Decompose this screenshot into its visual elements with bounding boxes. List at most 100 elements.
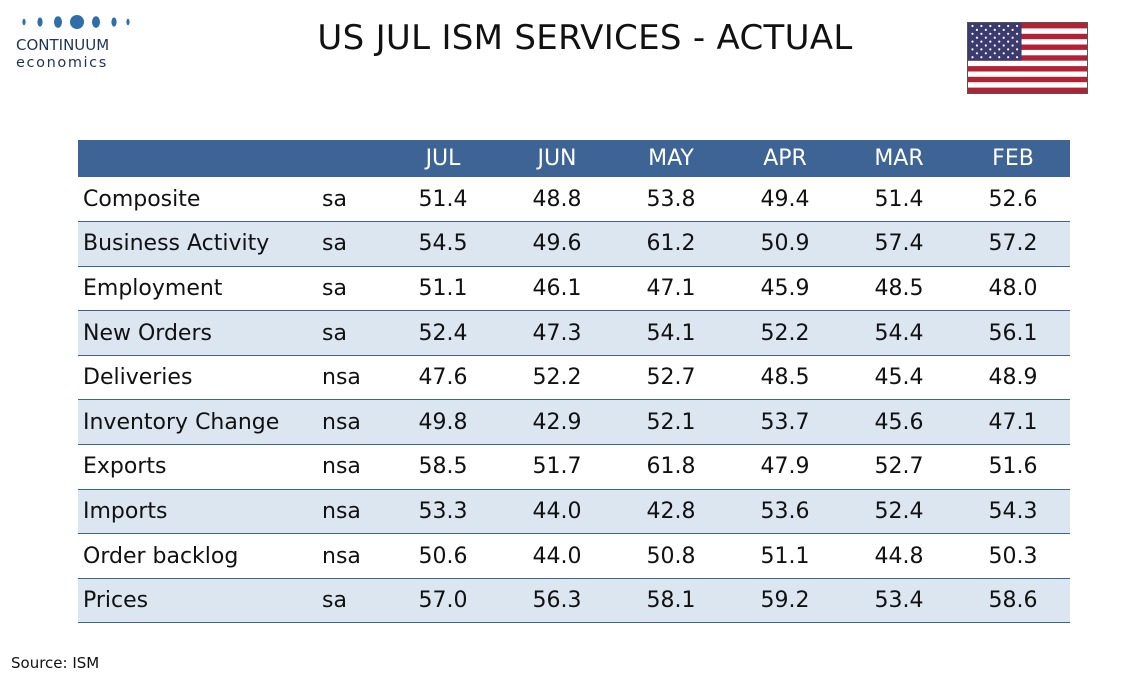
seasonal-adjustment: nsa (322, 498, 361, 524)
row-label: Exports (83, 454, 167, 480)
value-cell: 54.5 (418, 231, 468, 257)
header-cell-blank (316, 140, 386, 177)
value-cell: 61.8 (646, 454, 696, 480)
value-cell: 49.4 (760, 186, 810, 212)
value-cell: 50.8 (646, 543, 696, 569)
value-cell: 54.4 (874, 320, 924, 346)
header-cell-month: FEB (992, 146, 1034, 171)
seasonal-adjustment: sa (322, 588, 347, 614)
value-cell: 57.2 (988, 231, 1038, 257)
header-cell-blank (78, 140, 316, 177)
value-cell: 54.1 (646, 320, 696, 346)
value-cell: 42.9 (532, 409, 582, 435)
value-cell: 42.8 (646, 498, 696, 524)
value-cell: 49.8 (418, 409, 468, 435)
value-cell: 48.8 (532, 186, 582, 212)
value-cell: 47.1 (646, 275, 696, 301)
value-cell: 52.4 (874, 498, 924, 524)
value-cell: 56.3 (532, 588, 582, 614)
value-cell: 50.3 (988, 543, 1038, 569)
value-cell: 53.4 (874, 588, 924, 614)
value-cell: 53.8 (646, 186, 696, 212)
header-cell-month: MAR (874, 146, 924, 171)
value-cell: 45.6 (874, 409, 924, 435)
value-cell: 47.1 (988, 409, 1038, 435)
value-cell: 51.1 (760, 543, 810, 569)
value-cell: 44.0 (532, 498, 582, 524)
table-row: Order backlog nsa 50.6 44.0 50.8 51.1 44.8 50.3 (78, 534, 1070, 579)
value-cell: 58.5 (418, 454, 468, 480)
value-cell: 56.1 (988, 320, 1038, 346)
value-cell: 58.1 (646, 588, 696, 614)
row-label: New Orders (83, 320, 212, 346)
value-cell: 50.6 (418, 543, 468, 569)
seasonal-adjustment: sa (322, 275, 347, 301)
value-cell: 52.2 (532, 365, 582, 391)
value-cell: 48.5 (874, 275, 924, 301)
value-cell: 51.1 (418, 275, 468, 301)
value-cell: 51.6 (988, 454, 1038, 480)
value-cell: 57.0 (418, 588, 468, 614)
value-cell: 47.3 (532, 320, 582, 346)
value-cell: 53.7 (760, 409, 810, 435)
value-cell: 48.5 (760, 365, 810, 391)
value-cell: 52.2 (760, 320, 810, 346)
page-title: US JUL ISM SERVICES - ACTUAL (317, 18, 853, 58)
table-row: New Orders sa 52.4 47.3 54.1 52.2 54.4 56.1 (78, 310, 1070, 356)
row-label: Composite (83, 186, 201, 212)
table-row: Employment sa 51.1 46.1 47.1 45.9 48.5 48.0 (78, 266, 1070, 311)
value-cell: 61.2 (646, 231, 696, 257)
seasonal-adjustment: sa (322, 186, 347, 212)
brand-subtitle: economics (16, 55, 108, 71)
table-row: Imports nsa 53.3 44.0 42.8 53.6 52.4 54.3 (78, 489, 1070, 534)
value-cell: 48.9 (988, 365, 1038, 391)
seasonal-adjustment: nsa (322, 454, 361, 480)
value-cell: 57.4 (874, 231, 924, 257)
table-row: Exports nsa 58.5 51.7 61.8 47.9 52.7 51.6 (78, 445, 1070, 490)
value-cell: 52.7 (646, 365, 696, 391)
value-cell: 53.3 (418, 498, 468, 524)
value-cell: 44.8 (874, 543, 924, 569)
row-label: Employment (83, 275, 223, 301)
value-cell: 44.0 (532, 543, 582, 569)
value-cell: 58.6 (988, 588, 1038, 614)
brand-name: CONTINUUM (16, 36, 110, 54)
value-cell: 45.9 (760, 275, 810, 301)
brand-logo: CONTINUUM economics (14, 14, 144, 76)
us-flag-icon (967, 22, 1088, 94)
row-label: Inventory Change (83, 409, 280, 435)
seasonal-adjustment: nsa (322, 543, 361, 569)
row-label: Order backlog (83, 543, 239, 569)
value-cell: 49.6 (532, 231, 582, 257)
header-cell-month: MAY (648, 146, 694, 171)
seasonal-adjustment: nsa (322, 409, 361, 435)
value-cell: 51.4 (418, 186, 468, 212)
value-cell: 48.0 (988, 275, 1038, 301)
value-cell: 52.7 (874, 454, 924, 480)
seasonal-adjustment: sa (322, 320, 347, 346)
table-row: Business Activity sa 54.5 49.6 61.2 50.9 57.4 5… (78, 221, 1070, 267)
value-cell: 50.9 (760, 231, 810, 257)
row-label: Deliveries (83, 365, 193, 391)
table-row: Prices sa 57.0 56.3 58.1 59.2 53.4 58.6 (78, 578, 1070, 623)
value-cell: 59.2 (760, 588, 810, 614)
table-header-row: JUL JUN MAY APR MAR FEB (78, 140, 1070, 177)
row-label: Business Activity (83, 231, 270, 257)
value-cell: 52.1 (646, 409, 696, 435)
value-cell: 47.9 (760, 454, 810, 480)
logo-dots-icon (22, 15, 130, 29)
header-cell-month: JUL (425, 146, 461, 171)
header-cell-month: APR (763, 146, 807, 171)
ism-table: JUL JUN MAY APR MAR FEB Composite sa 51.4 48.8 53… (78, 140, 1070, 623)
seasonal-adjustment: nsa (322, 365, 361, 391)
value-cell: 46.1 (532, 275, 582, 301)
header-cell-month: JUN (537, 146, 577, 171)
value-cell: 45.4 (874, 365, 924, 391)
value-cell: 54.3 (988, 498, 1038, 524)
row-label: Prices (83, 588, 149, 614)
seasonal-adjustment: sa (322, 231, 347, 257)
value-cell: 53.6 (760, 498, 810, 524)
row-label: Imports (83, 498, 168, 524)
source-note: Source: ISM (11, 654, 100, 672)
value-cell: 52.4 (418, 320, 468, 346)
